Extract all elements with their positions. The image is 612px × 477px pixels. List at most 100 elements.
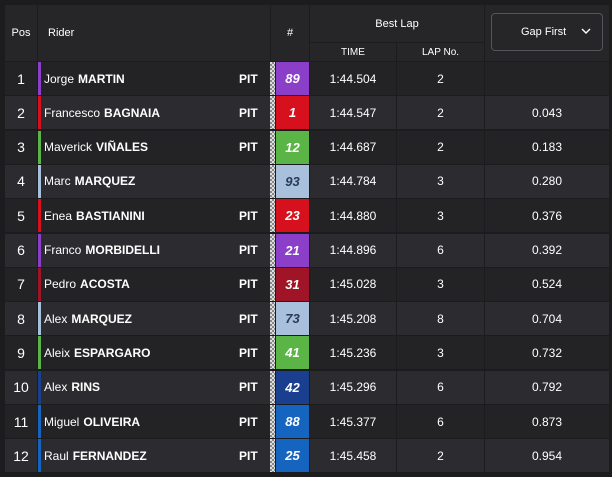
best-lap-time: 1:44.504 (310, 62, 396, 95)
gap-first: 0.873 (485, 405, 609, 438)
gap-first: 0.524 (485, 267, 609, 301)
rider-last-name: VIÑALES (96, 140, 149, 155)
row-rider: Franco MORBIDELLI PIT (38, 233, 275, 267)
rider-last-name: FERNANDEZ (72, 448, 147, 463)
row-position: 10 (5, 370, 37, 404)
checkered-flag-icon (270, 336, 275, 370)
rider-first-name: Jorge (44, 71, 75, 86)
checkered-flag-icon (270, 405, 275, 438)
rider-first-name: Enea (44, 208, 73, 223)
gap-first: 0.392 (485, 233, 609, 267)
gap-first (485, 62, 609, 95)
rider-number-badge: 23 (276, 199, 309, 233)
best-lap-number: 3 (397, 336, 484, 370)
team-color-stripe (38, 370, 41, 404)
table-row[interactable]: 11 Miguel OLIVEIRA PIT 88 1:45.377 6 0.8… (0, 405, 612, 439)
checkered-flag-icon (270, 439, 275, 473)
row-position: 6 (5, 233, 37, 267)
row-rider: Miguel OLIVEIRA PIT (38, 405, 275, 438)
team-color-stripe (38, 96, 41, 130)
rider-first-name: Alex (44, 311, 68, 326)
row-rider: Alex MARQUEZ PIT (38, 302, 275, 336)
best-lap-number: 2 (397, 130, 484, 164)
row-position: 2 (5, 96, 37, 130)
pit-indicator: PIT (239, 277, 258, 292)
table-row[interactable]: 4 Marc MARQUEZ 93 1:44.784 3 0.280 (0, 164, 612, 199)
row-rider: Alex RINS PIT (38, 370, 275, 404)
gap-first: 0.043 (485, 96, 609, 130)
table-row[interactable]: 1 Jorge MARTIN PIT 89 1:44.504 2 (0, 62, 612, 96)
header-time-label: TIME (341, 46, 365, 58)
team-color-stripe (38, 199, 41, 233)
checkered-flag-icon (270, 370, 275, 404)
rider-last-name: OLIVEIRA (83, 414, 141, 429)
table-row[interactable]: 7 Pedro ACOSTA PIT 31 1:45.028 3 0.524 (0, 267, 612, 302)
best-lap-number: 3 (397, 164, 484, 198)
best-lap-time: 1:44.784 (310, 164, 396, 198)
table-row[interactable]: 5 Enea BASTIANINI PIT 23 1:44.880 3 0.37… (0, 199, 612, 233)
best-lap-number: 6 (397, 370, 484, 404)
team-color-stripe (38, 62, 41, 95)
team-color-stripe (38, 164, 41, 198)
rider-number-badge: 21 (276, 233, 309, 267)
rider-last-name: BAGNAIA (104, 105, 161, 120)
team-color-stripe (38, 233, 41, 267)
row-rider: Francesco BAGNAIA PIT (38, 96, 275, 130)
best-lap-number: 8 (397, 302, 484, 336)
best-lap-number: 6 (397, 405, 484, 438)
header-lap-no: LAP No. (397, 43, 484, 61)
best-lap-time: 1:45.296 (310, 370, 396, 404)
row-rider: Jorge MARTIN PIT (38, 62, 275, 95)
gap-mode-select[interactable]: Gap First (491, 13, 603, 51)
header-number-label: # (286, 27, 294, 39)
best-lap-number: 2 (397, 62, 484, 95)
table-row[interactable]: 6 Franco MORBIDELLI PIT 21 1:44.896 6 0.… (0, 233, 612, 268)
team-color-stripe (38, 302, 41, 336)
gap-first: 0.732 (485, 336, 609, 370)
team-color-stripe (38, 439, 41, 473)
checkered-flag-icon (270, 302, 275, 336)
best-lap-number: 2 (397, 439, 484, 473)
gap-first: 0.792 (485, 370, 609, 404)
table-row[interactable]: 10 Alex RINS PIT 42 1:45.296 6 0.792 (0, 370, 612, 405)
team-color-stripe (38, 405, 41, 438)
checkered-flag-icon (270, 267, 275, 301)
rider-last-name: MARQUEZ (74, 174, 136, 189)
row-rider: Maverick VIÑALES PIT (38, 130, 275, 164)
row-position: 1 (5, 62, 37, 95)
row-position: 3 (5, 130, 37, 164)
best-lap-time: 1:45.458 (310, 439, 396, 473)
rider-first-name: Alex (44, 380, 68, 395)
row-position: 8 (5, 302, 37, 336)
table-row[interactable]: 2 Francesco BAGNAIA PIT 1 1:44.547 2 0.0… (0, 96, 612, 130)
rider-number-badge: 12 (276, 130, 309, 164)
header-time: TIME (310, 43, 396, 61)
checkered-flag-icon (270, 199, 275, 233)
rider-first-name: Francesco (44, 105, 101, 120)
best-lap-time: 1:44.896 (310, 233, 396, 267)
gap-first: 0.704 (485, 302, 609, 336)
table-row[interactable]: 8 Alex MARQUEZ PIT 73 1:45.208 8 0.704 (0, 302, 612, 336)
rider-last-name: ESPARGARO (74, 345, 151, 360)
rider-last-name: BASTIANINI (76, 208, 145, 223)
rider-last-name: MARTIN (78, 71, 125, 86)
table-row[interactable]: 12 Raul FERNANDEZ PIT 25 1:45.458 2 0.95… (0, 439, 612, 473)
rider-last-name: ACOSTA (80, 277, 130, 292)
rider-number-badge: 25 (276, 439, 309, 473)
row-position: 7 (5, 267, 37, 301)
table-row[interactable]: 3 Maverick VIÑALES PIT 12 1:44.687 2 0.1… (0, 130, 612, 165)
header-rider: Rider (38, 5, 270, 61)
row-position: 9 (5, 336, 37, 370)
rider-first-name: Maverick (44, 140, 93, 155)
rider-number-badge: 41 (276, 336, 309, 370)
row-position: 5 (5, 199, 37, 233)
rider-number-badge: 42 (276, 370, 309, 404)
best-lap-time: 1:44.880 (310, 199, 396, 233)
pit-indicator: PIT (239, 243, 258, 257)
rider-first-name: Marc (44, 174, 71, 189)
rider-first-name: Pedro (44, 277, 77, 292)
table-row[interactable]: 9 Aleix ESPARGARO PIT 41 1:45.236 3 0.73… (0, 336, 612, 370)
pit-indicator: PIT (239, 105, 258, 120)
header-number: # (271, 5, 309, 61)
